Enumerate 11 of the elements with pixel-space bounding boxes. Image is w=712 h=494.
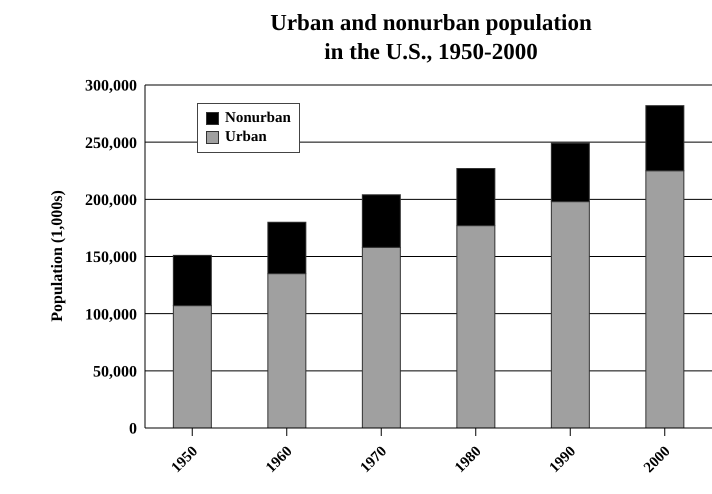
legend-label: Urban: [225, 129, 267, 146]
y-tick-label: 200,000: [85, 192, 137, 210]
y-tick-label: 50,000: [93, 364, 137, 381]
y-axis-title: Population (1,000s): [49, 190, 67, 322]
y-tick-label: 0: [129, 420, 137, 438]
legend-label: Nonurban: [225, 110, 291, 127]
y-tick-label: 300,000: [85, 78, 137, 95]
y-tick-label: 150,000: [85, 249, 137, 266]
y-tick-label: 250,000: [85, 134, 137, 152]
y-tick-label: 100,000: [85, 306, 137, 324]
chart-title: Urban and nonurban population in the U.S., 1950-2000: [269, 9, 593, 66]
